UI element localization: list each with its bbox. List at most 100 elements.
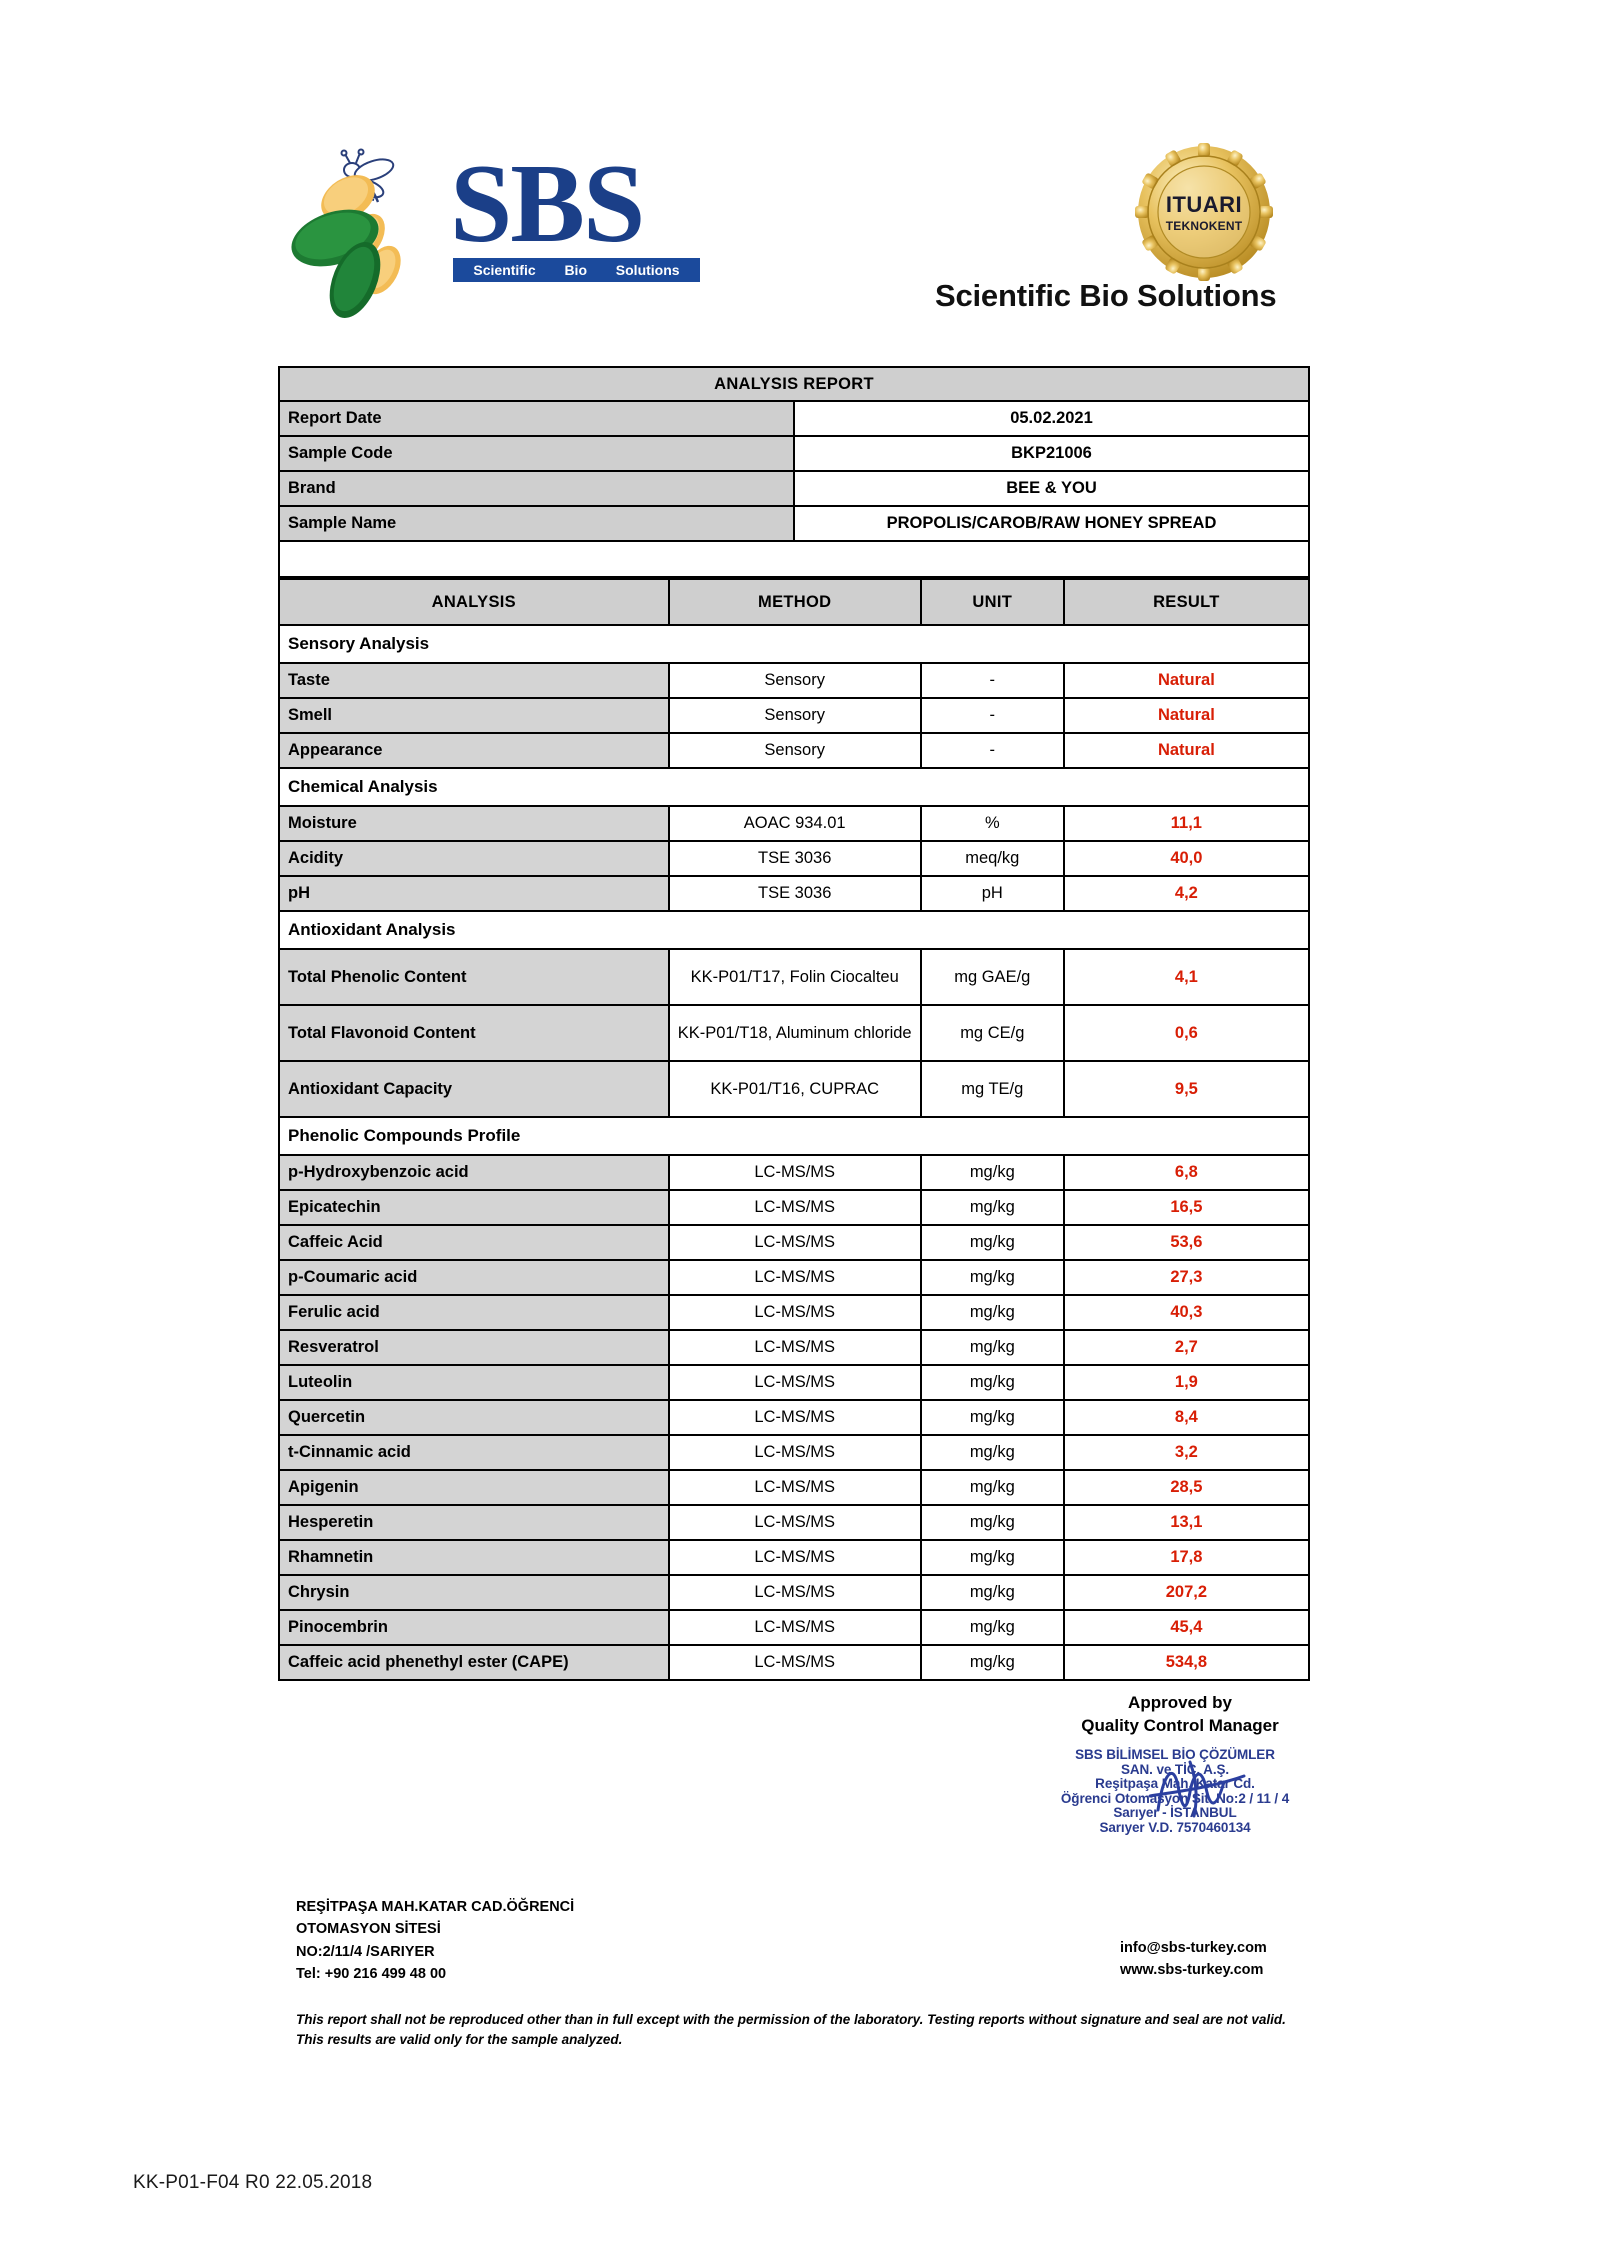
analysis-name-cell: Epicatechin: [278, 1189, 670, 1226]
table-row: Appearance Sensory - Natural: [278, 732, 1311, 769]
table-row: Total Phenolic Content KK-P01/T17, Folin …: [278, 948, 1311, 1006]
result-cell: 16,5: [1062, 1189, 1311, 1226]
method-cell: Sensory: [667, 662, 922, 699]
tagline-word-1: Scientific: [473, 262, 536, 278]
result-cell: 0,6: [1062, 1004, 1311, 1062]
table-row: Smell Sensory - Natural: [278, 697, 1311, 734]
analysis-name-cell: Total Phenolic Content: [278, 948, 670, 1006]
method-cell: LC-MS/MS: [667, 1189, 922, 1226]
info-value: BKP21006: [793, 435, 1310, 472]
table-row: Apigenin LC-MS/MS mg/kg 28,5: [278, 1469, 1311, 1506]
report-info-table: ANALYSIS REPORT Report Date 05.02.2021 Samp…: [278, 366, 1310, 578]
unit-cell: mg GAE/g: [919, 948, 1065, 1006]
stamp-line-6: Sarıyer V.D. 7570460134: [1099, 1819, 1251, 1835]
column-header-method: METHOD: [667, 578, 922, 626]
unit-cell: meq/kg: [919, 840, 1065, 877]
sbs-logo: SBS Scientific Bio Solutions: [290, 140, 710, 325]
analysis-name-cell: Acidity: [278, 840, 670, 877]
unit-cell: mg/kg: [919, 1154, 1065, 1191]
method-cell: LC-MS/MS: [667, 1294, 922, 1331]
table-row: Epicatechin LC-MS/MS mg/kg 16,5: [278, 1189, 1311, 1226]
column-header-analysis: ANALYSIS: [278, 578, 670, 626]
table-row: t-Cinnamic acid LC-MS/MS mg/kg 3,2: [278, 1434, 1311, 1471]
analysis-name-cell: Hesperetin: [278, 1504, 670, 1541]
table-row: pH TSE 3036 pH 4,2: [278, 875, 1311, 912]
method-cell: TSE 3036: [667, 840, 922, 877]
section-title: Chemical Analysis: [278, 767, 1310, 807]
result-cell: 45,4: [1062, 1609, 1311, 1646]
info-row: Brand BEE & YOU: [278, 470, 1310, 507]
table-row: Caffeic Acid LC-MS/MS mg/kg 53,6: [278, 1224, 1311, 1261]
analysis-name-cell: Rhamnetin: [278, 1539, 670, 1576]
table-row: Ferulic acid LC-MS/MS mg/kg 40,3: [278, 1294, 1311, 1331]
table-row: Antioxidant Capacity KK-P01/T16, CUPRAC mg…: [278, 1060, 1311, 1118]
method-cell: LC-MS/MS: [667, 1539, 922, 1576]
table-row: Quercetin LC-MS/MS mg/kg 8,4: [278, 1399, 1311, 1436]
analysis-name-cell: Quercetin: [278, 1399, 670, 1436]
approved-by-label: Approved by: [1128, 1693, 1232, 1712]
result-cell: 1,9: [1062, 1364, 1311, 1401]
analysis-name-cell: Smell: [278, 697, 670, 734]
method-cell: LC-MS/MS: [667, 1434, 922, 1471]
result-cell: 4,2: [1062, 875, 1311, 912]
result-cell: 6,8: [1062, 1154, 1311, 1191]
analysis-name-cell: Apigenin: [278, 1469, 670, 1506]
unit-cell: pH: [919, 875, 1065, 912]
method-cell: LC-MS/MS: [667, 1504, 922, 1541]
stamp-line-4: Öğrenci Otomasyon Sit. No:2 / 11 / 4: [1060, 1790, 1290, 1806]
section-header-row: Antioxidant Analysis: [278, 910, 1310, 950]
info-spacer-cell: [278, 540, 1310, 578]
method-cell: LC-MS/MS: [667, 1399, 922, 1436]
analysis-name-cell: Chrysin: [278, 1574, 670, 1611]
table-row: Taste Sensory - Natural: [278, 662, 1311, 699]
unit-cell: mg/kg: [919, 1469, 1065, 1506]
info-value: 05.02.2021: [793, 400, 1310, 437]
stamp-line-2: SAN. ve TİC. A.Ş.: [1120, 1761, 1230, 1777]
ituari-teknokent-seal: ITUARI TEKNOKENT: [1135, 143, 1273, 281]
analysis-name-cell: Pinocembrin: [278, 1609, 670, 1646]
document-reference-code: KK-P01-F04 R0 22.05.2018: [133, 2172, 373, 2193]
address-line-4: Tel: +90 216 499 48 00: [296, 1966, 447, 1983]
info-value: PROPOLIS/CAROB/RAW HONEY SPREAD: [793, 505, 1310, 542]
info-row: Sample Code BKP21006: [278, 435, 1310, 472]
disclaimer-text: This report shall not be reproduced othe…: [296, 2012, 1286, 2048]
unit-cell: mg/kg: [919, 1644, 1065, 1681]
contact-info: info@sbs-turkey.com www.sbs-turkey.com: [1120, 1937, 1267, 1982]
logo-tagline: Scientific Bio Solutions: [453, 258, 700, 282]
method-cell: LC-MS/MS: [667, 1154, 922, 1191]
analysis-name-cell: t-Cinnamic acid: [278, 1434, 670, 1471]
address-line-2: OTOMASYON SİTESİ: [296, 1921, 441, 1938]
table-row: Pinocembrin LC-MS/MS mg/kg 45,4: [278, 1609, 1311, 1646]
unit-cell: mg TE/g: [919, 1060, 1065, 1118]
info-label: Report Date: [278, 400, 795, 437]
unit-cell: mg/kg: [919, 1504, 1065, 1541]
section-title: Sensory Analysis: [278, 624, 1310, 664]
unit-cell: -: [919, 732, 1065, 769]
lab-address: REŞİTPAŞA MAH.KATAR CAD.ÖĞRENCİ OTOMASYON…: [296, 1896, 574, 1986]
logo-wordmark: SBS: [450, 142, 645, 266]
table-row: Caffeic acid phenethyl ester (CAPE) LC-MS…: [278, 1644, 1311, 1681]
unit-cell: -: [919, 697, 1065, 734]
report-title: ANALYSIS REPORT: [278, 366, 1310, 402]
stamp-line-3: Reşitpaşa Mah. Katar Cd.: [1095, 1776, 1255, 1792]
unit-cell: mg/kg: [919, 1329, 1065, 1366]
method-cell: Sensory: [667, 732, 922, 769]
analysis-name-cell: pH: [278, 875, 670, 912]
method-cell: LC-MS/MS: [667, 1364, 922, 1401]
table-row: Total Flavonoid Content KK-P01/T18, Alumi…: [278, 1004, 1311, 1062]
section-header-row: Sensory Analysis: [278, 624, 1310, 664]
approval-block: Approved by Quality Control Manager: [1040, 1692, 1320, 1738]
section-header-row: Chemical Analysis: [278, 767, 1310, 807]
bee-and-leaves-icon: [291, 148, 401, 318]
tagline-word-2: Bio: [564, 262, 587, 278]
method-cell: KK-P01/T16, CUPRAC: [667, 1060, 922, 1118]
method-cell: LC-MS/MS: [667, 1609, 922, 1646]
unit-cell: -: [919, 662, 1065, 699]
section-title: Antioxidant Analysis: [278, 910, 1310, 950]
gold-seal-icon: [1135, 143, 1273, 281]
address-line-3: NO:2/11/4 /SARIYER: [296, 1943, 435, 1960]
unit-cell: mg/kg: [919, 1539, 1065, 1576]
unit-cell: %: [919, 805, 1065, 842]
column-header-unit: UNIT: [919, 578, 1065, 626]
table-row: Acidity TSE 3036 meq/kg 40,0: [278, 840, 1311, 877]
